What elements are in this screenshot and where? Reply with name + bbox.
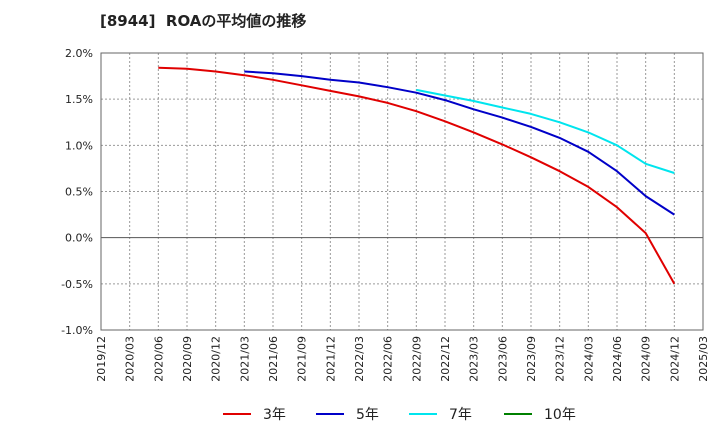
legend-label: 3年 bbox=[263, 407, 286, 423]
grid bbox=[100, 52, 704, 331]
plot-frame bbox=[100, 52, 704, 331]
x-tick-label: 2024/03 bbox=[582, 336, 595, 382]
x-tick-label: 2020/06 bbox=[152, 336, 165, 382]
x-tick-label: 2024/12 bbox=[668, 336, 681, 382]
x-tick-label: 2020/09 bbox=[181, 336, 194, 382]
x-tick-label: 2023/06 bbox=[496, 336, 509, 382]
series-line-3年 bbox=[158, 66, 676, 285]
y-axis: 2.0% 1.5% 1.0% 0.5% 0.0% -0.5% -1.0% bbox=[61, 47, 93, 337]
legend-label: 10年 bbox=[544, 407, 576, 423]
y-tick-label: 0.5% bbox=[65, 186, 93, 199]
legend-label: 7年 bbox=[449, 407, 472, 423]
x-tick-label: 2023/12 bbox=[554, 336, 567, 382]
x-axis: 2019/12 2020/03 2020/06 2020/09 2020/12 2021/… bbox=[95, 336, 710, 382]
series-line-5年 bbox=[244, 70, 675, 216]
x-tick-label: 2020/03 bbox=[124, 336, 137, 382]
legend: 3年 5年 7年 10年 bbox=[223, 407, 576, 423]
x-tick-label: 2022/12 bbox=[439, 336, 452, 382]
x-tick-label: 2024/09 bbox=[640, 336, 653, 382]
legend-label: 5年 bbox=[356, 407, 379, 423]
x-tick-label: 2022/09 bbox=[410, 336, 423, 382]
x-tick-label: 2025/03 bbox=[697, 336, 710, 382]
x-tick-label: 2021/12 bbox=[324, 336, 337, 382]
x-tick-label: 2019/12 bbox=[95, 336, 108, 382]
y-tick-label: 0.0% bbox=[65, 232, 93, 245]
y-tick-label: -0.5% bbox=[61, 278, 93, 291]
x-tick-label: 2024/06 bbox=[611, 336, 624, 382]
x-tick-label: 2023/03 bbox=[468, 336, 481, 382]
y-tick-label: 1.0% bbox=[65, 139, 93, 152]
series-layer bbox=[158, 66, 676, 285]
x-tick-label: 2023/09 bbox=[525, 336, 538, 382]
x-tick-label: 2020/12 bbox=[210, 336, 223, 382]
x-tick-label: 2021/06 bbox=[267, 336, 280, 382]
y-tick-label: -1.0% bbox=[61, 324, 93, 337]
chart-title: [8944] ROAの平均値の推移 bbox=[100, 12, 307, 30]
x-tick-label: 2022/03 bbox=[353, 336, 366, 382]
x-tick-label: 2022/06 bbox=[382, 336, 395, 382]
series-line-7年 bbox=[416, 88, 675, 174]
x-tick-label: 2021/03 bbox=[238, 336, 251, 382]
x-tick-label: 2021/09 bbox=[296, 336, 309, 382]
y-tick-label: 2.0% bbox=[65, 47, 93, 60]
y-tick-label: 1.5% bbox=[65, 93, 93, 106]
